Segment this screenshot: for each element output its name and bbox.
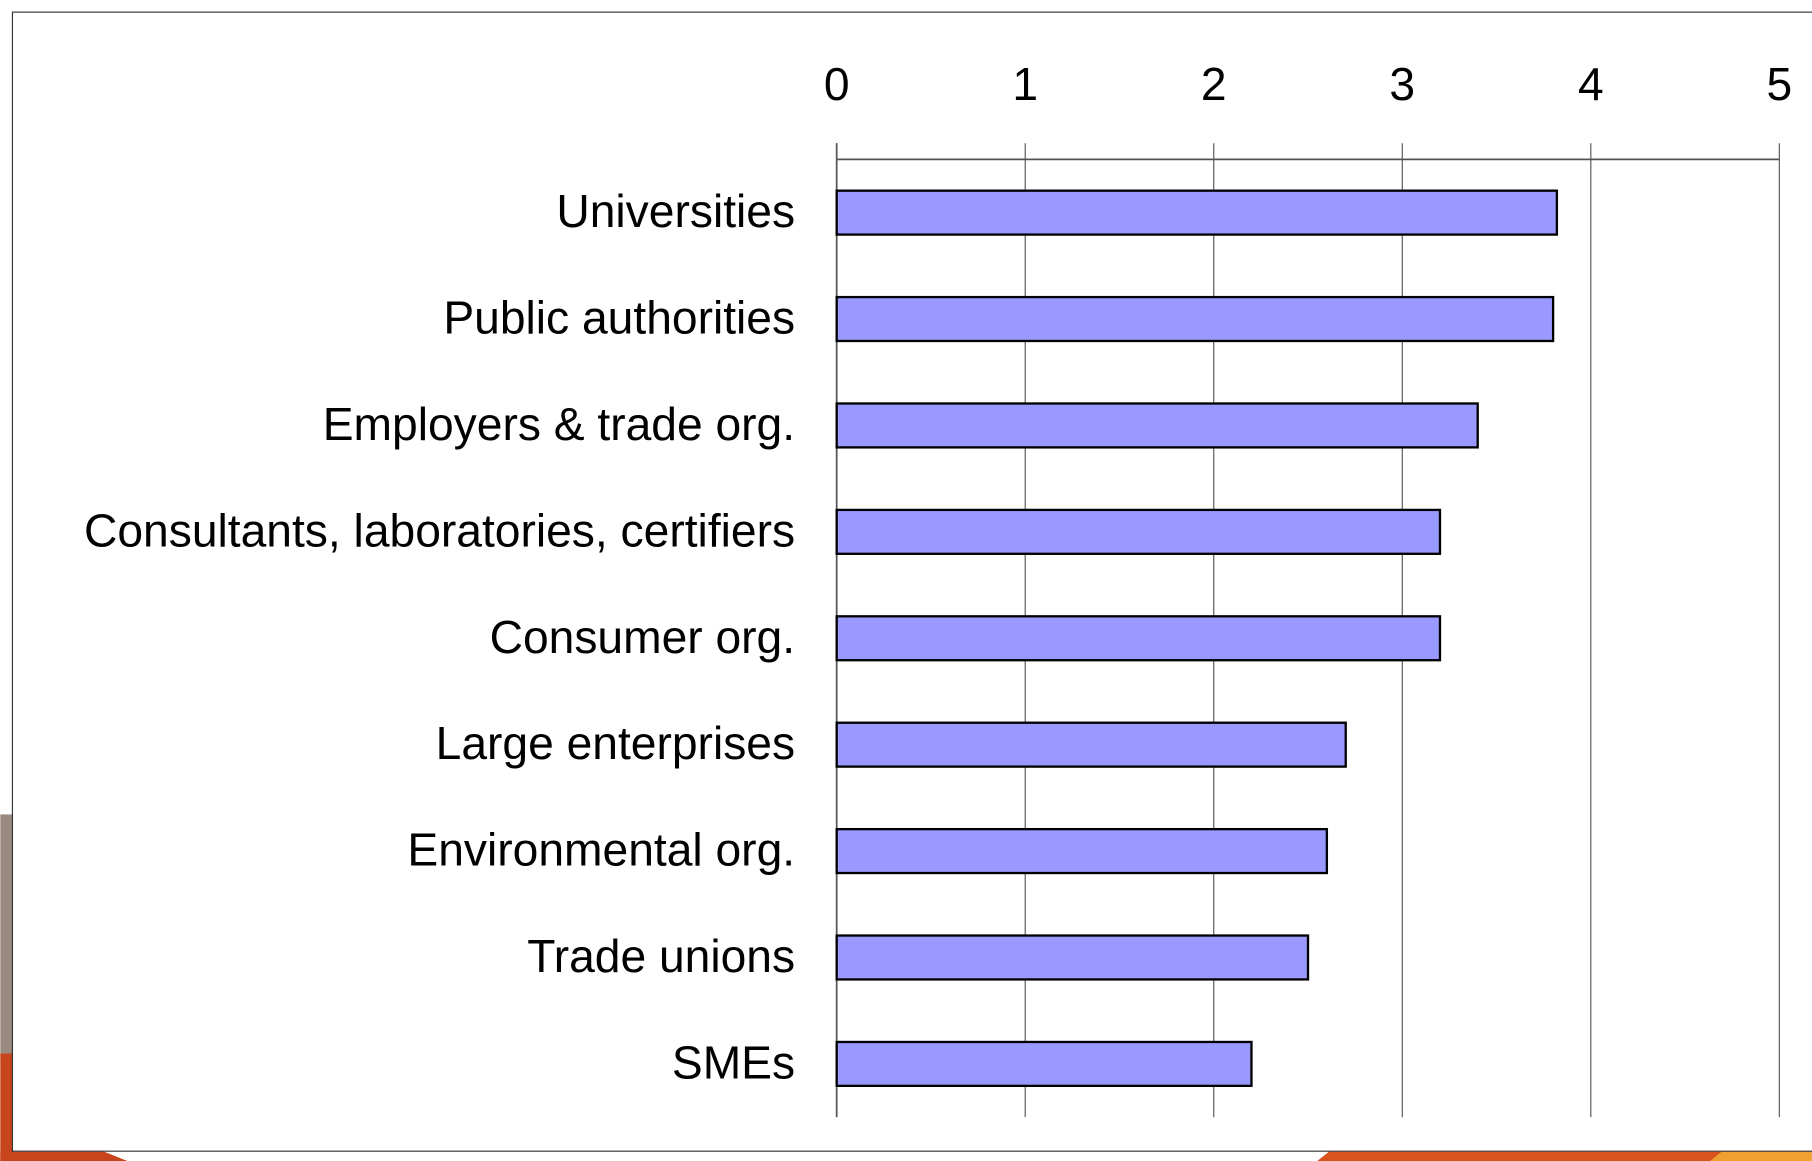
y-tick-label: Consumer org. <box>490 611 795 663</box>
x-tick-label: 3 <box>1389 58 1415 110</box>
decoration <box>0 1151 128 1161</box>
y-tick-label: SMEs <box>672 1036 795 1088</box>
bar <box>835 934 1310 981</box>
plot-area: 0 1 2 3 4 5 Universities Public authorities Empl… <box>84 58 1793 1118</box>
x-tick-label: 1 <box>1012 58 1038 110</box>
decoration <box>1710 1151 1812 1161</box>
x-tick-label: 2 <box>1201 58 1227 110</box>
decoration <box>0 1053 15 1161</box>
x-tick-label: 5 <box>1767 58 1793 110</box>
y-tick-label: Environmental org. <box>407 824 795 876</box>
x-tick-label: 0 <box>824 58 850 110</box>
bar <box>835 508 1442 555</box>
decoration <box>1317 1151 1812 1161</box>
x-tick-label: 4 <box>1578 58 1604 110</box>
bar <box>835 189 1559 236</box>
bar <box>835 721 1347 768</box>
y-tick-label: Public authorities <box>443 292 795 344</box>
bar <box>835 402 1479 449</box>
y-tick-label: Consultants, laboratories, certifiers <box>84 504 795 556</box>
y-tick-label: Employers & trade org. <box>323 398 795 450</box>
bar <box>835 1040 1253 1088</box>
decoration <box>0 814 15 1058</box>
bar <box>835 827 1329 875</box>
y-tick-label: Universities <box>556 185 795 237</box>
y-tick-label: Large enterprises <box>436 717 795 769</box>
bar <box>835 295 1555 343</box>
bar <box>835 615 1442 662</box>
y-tick-label: Trade unions <box>527 930 795 982</box>
